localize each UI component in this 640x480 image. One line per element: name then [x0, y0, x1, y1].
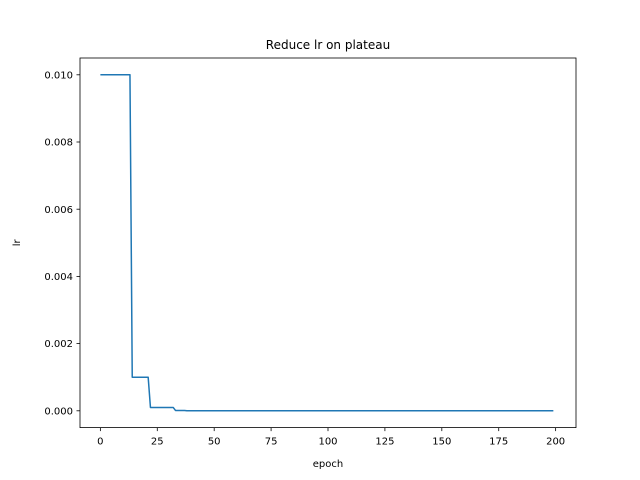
x-tick-label: 125: [375, 437, 394, 448]
x-tick-label: 175: [489, 437, 508, 448]
plot-series-layer: [100, 74, 554, 412]
x-tick-label: 75: [265, 437, 278, 448]
x-tick-label: 25: [151, 437, 164, 448]
y-axis-label: lr: [12, 238, 23, 246]
x-tick-label: 100: [318, 437, 337, 448]
y-tick-label: 0.006: [44, 205, 73, 216]
x-tick-label: 0: [97, 437, 103, 448]
x-tick-label: 150: [432, 437, 451, 448]
chart-title: Reduce lr on plateau: [266, 38, 390, 52]
y-tick-label: 0.000: [44, 406, 73, 417]
x-axis-label: epoch: [313, 459, 343, 470]
y-tick-label: 0.008: [44, 138, 73, 149]
x-tick-label: 50: [208, 437, 221, 448]
y-tick-label: 0.010: [44, 70, 73, 81]
x-axis: 0 25 50 75 100 125 150 175 200: [97, 427, 565, 448]
y-tick-label: 0.004: [44, 272, 73, 283]
series-line-0: [100, 74, 554, 412]
x-tick-label: 200: [546, 437, 565, 448]
y-axis: 0.000 0.002 0.004 0.006 0.008 0.010: [44, 70, 80, 417]
y-tick-label: 0.002: [44, 339, 73, 350]
